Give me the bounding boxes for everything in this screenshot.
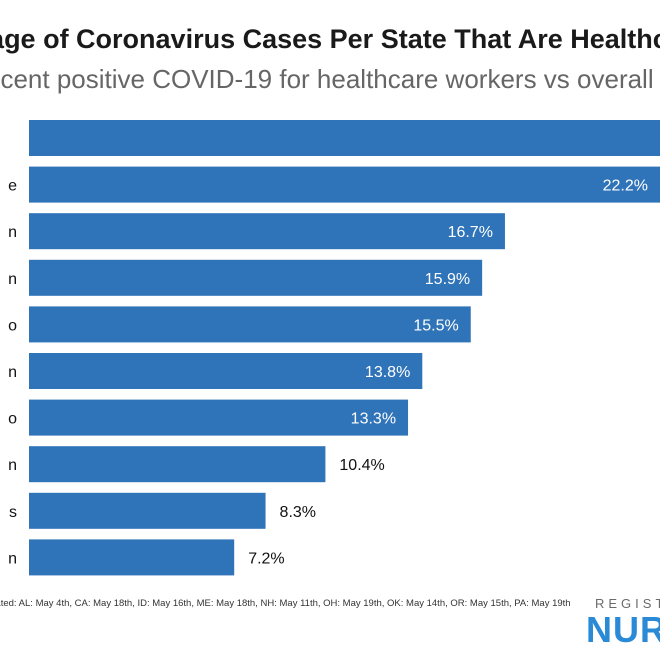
category-label: n (8, 457, 17, 474)
data-label: 10.4% (339, 457, 384, 474)
data-label: 8.3% (280, 504, 316, 521)
bar-chart: e 22.2% n 16.7% n 15.9% o 15.5% n 13.8% o 13.3% n 10.… (8, 120, 660, 576)
bar (29, 492, 266, 529)
logo-top-text: REGISTERED (595, 596, 660, 611)
category-label: o (8, 317, 17, 334)
category-label: n (8, 550, 17, 567)
logo-main-text: NURSING (586, 609, 660, 650)
bar (29, 446, 326, 483)
category-label: n (8, 271, 17, 288)
data-label: 15.9% (425, 271, 470, 288)
category-label: n (8, 364, 17, 381)
bar (29, 213, 505, 250)
data-label: 13.3% (351, 411, 396, 428)
chart-subtitle: Percent positive COVID-19 for healthcare… (0, 64, 660, 94)
category-label: o (8, 411, 17, 428)
chart-title: Percentage of Coronavirus Cases Per Stat… (0, 24, 660, 54)
category-label: s (9, 504, 17, 521)
bar (29, 353, 423, 389)
data-label: 16.7% (448, 224, 493, 241)
bar (29, 539, 235, 576)
brand-logo: REGISTERED NURSING (580, 596, 660, 652)
data-label: 15.5% (413, 317, 458, 334)
data-label: 7.2% (248, 550, 284, 567)
bar (29, 259, 483, 296)
bar (29, 399, 409, 436)
category-label: n (8, 224, 17, 241)
bar (29, 306, 471, 343)
data-label: 22.2% (603, 178, 648, 195)
data-label: 13.8% (365, 364, 410, 381)
bar (29, 120, 660, 156)
footnote: Updated: AL: May 4th, CA: May 18th, ID: … (0, 598, 571, 609)
bar (29, 166, 660, 203)
category-label: e (8, 178, 17, 195)
